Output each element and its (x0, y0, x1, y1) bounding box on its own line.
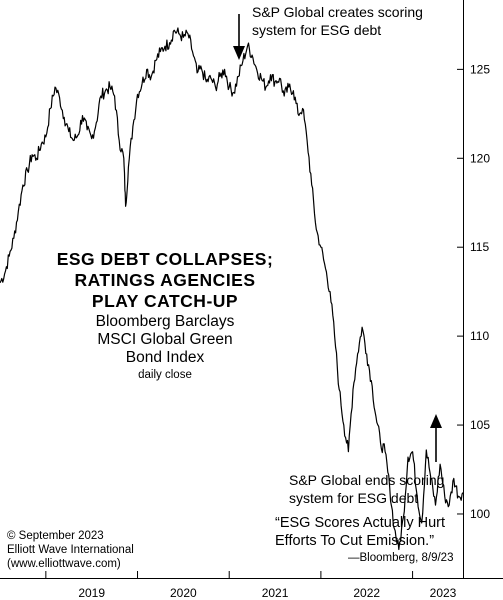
top-annotation-line1: S&P Global creates scoring (252, 4, 423, 20)
x-tick-label: 2021 (262, 586, 289, 600)
x-tick-label: 2019 (78, 586, 105, 600)
footer-copyright: © September 2023 (7, 530, 104, 542)
top-arrow-head (233, 46, 245, 60)
top-annotation-line2: system for ESG debt (252, 22, 382, 38)
chart-title-line2: RATINGS AGENCIES (74, 270, 256, 290)
chart-title-line1: ESG DEBT COLLAPSES; (56, 249, 274, 269)
x-tick-label: 2020 (170, 586, 197, 600)
y-tick-label: 105 (470, 418, 490, 432)
footer-url: (www.elliottwave.com) (7, 558, 121, 570)
y-tick-label: 115 (470, 240, 489, 254)
quote-source: —Bloomberg, 8/9/23 (348, 552, 454, 564)
y-tick-label: 125 (470, 62, 490, 76)
x-tick-label: 2023 (430, 586, 457, 600)
chart-subtitle-line1: Bloomberg Barclays (95, 313, 235, 330)
chart-title-line3: PLAY CATCH-UP (91, 291, 239, 311)
bottom-annotation-line2: system for ESG debt (289, 490, 419, 506)
bottom-arrow-head (430, 414, 442, 428)
chart-note: daily close (138, 369, 192, 381)
quote-line1: “ESG Scores Actually Hurt (275, 515, 446, 531)
footer-company: Elliott Wave International (7, 544, 134, 556)
y-tick-label: 120 (470, 151, 490, 165)
chart-subtitle-line2: MSCI Global Green (97, 331, 233, 348)
x-tick-label: 2022 (353, 586, 380, 600)
series-line (0, 27, 464, 551)
bottom-annotation-line1: S&P Global ends scoring (289, 472, 445, 488)
chart-subtitle-line3: Bond Index (125, 349, 205, 366)
y-tick-label: 100 (470, 507, 490, 521)
quote-line2: Efforts To Cut Emission.” (275, 533, 435, 549)
y-tick-label: 110 (470, 329, 489, 343)
